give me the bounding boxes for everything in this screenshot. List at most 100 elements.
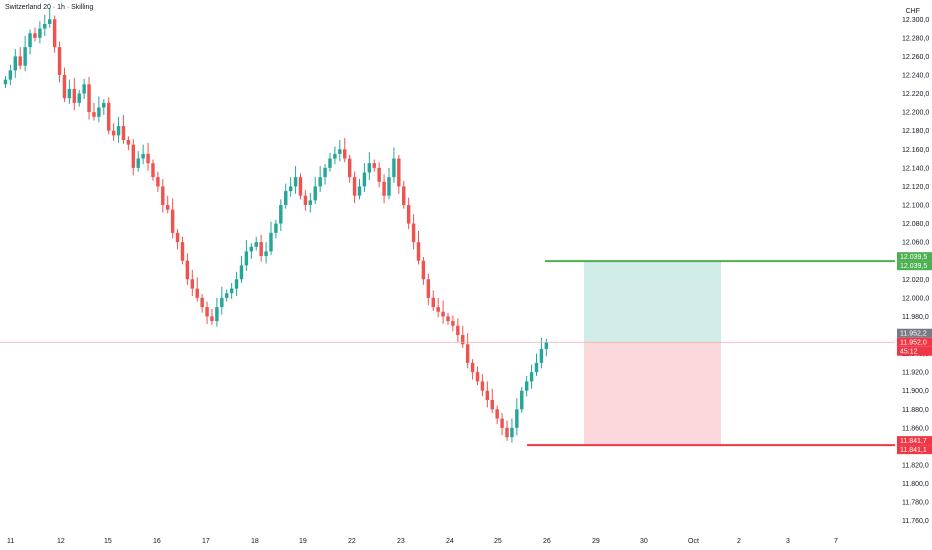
candle-body — [323, 167, 327, 178]
candle-body — [475, 372, 480, 382]
x-tick-label: 24 — [446, 538, 454, 545]
stop-price-label-1: 11.841,7 — [900, 438, 927, 445]
candle-body — [529, 372, 534, 382]
candle-body — [175, 232, 180, 243]
candle-body — [215, 307, 219, 322]
candle-body — [67, 88, 72, 99]
candle-body — [106, 102, 111, 131]
candle-body — [18, 56, 22, 66]
candles — [3, 8, 549, 443]
candle-body — [357, 186, 362, 196]
candle-body — [97, 107, 101, 117]
y-tick-label: 11.880,0 — [902, 407, 929, 414]
candle-body — [485, 390, 490, 400]
candle-body — [126, 140, 131, 145]
candle-body — [269, 232, 273, 252]
candle-body — [318, 177, 322, 187]
y-tick-label: 11.860,0 — [902, 425, 929, 432]
y-tick-label: 12.060,0 — [902, 240, 929, 247]
y-tick-label: 11.820,0 — [902, 463, 929, 470]
candle-body — [13, 56, 18, 71]
candle-body — [229, 288, 234, 294]
candle-body — [333, 153, 337, 159]
candle-body — [264, 251, 268, 257]
x-tick-label: Oct — [688, 538, 699, 545]
candle-body — [293, 177, 298, 187]
entry-price-label-bg — [897, 328, 932, 338]
candle-body — [121, 126, 126, 140]
candle-body — [288, 186, 293, 192]
y-tick-label: 12.020,0 — [902, 277, 929, 284]
candle-body — [200, 297, 204, 308]
candle-body — [111, 130, 116, 136]
y-tick-label: 12.300,0 — [902, 17, 929, 24]
candle-body — [82, 84, 86, 94]
y-tick-label: 12.140,0 — [902, 165, 929, 172]
candle-body — [28, 33, 32, 48]
y-tick-label: 12.280,0 — [902, 35, 929, 42]
candle-body — [57, 47, 62, 75]
candle-body — [308, 200, 313, 205]
candle-body — [77, 93, 81, 103]
x-tick-label: 19 — [299, 538, 307, 545]
x-tick-label: 11 — [7, 538, 14, 545]
candle-body — [136, 158, 140, 168]
candle-body — [470, 362, 475, 373]
profit-zone — [584, 261, 721, 343]
candle-body — [421, 260, 426, 280]
candle-body — [461, 335, 465, 345]
candle-body — [254, 242, 258, 247]
candle-body — [515, 409, 519, 428]
candle-body — [436, 307, 440, 312]
candle-body — [465, 344, 470, 363]
candle-body — [456, 325, 460, 335]
y-tick-label: 12.220,0 — [902, 91, 929, 98]
candle-body — [116, 126, 121, 136]
stop-price-label-2-bg — [897, 445, 932, 455]
position-lines — [0, 260, 895, 447]
candle-body — [195, 288, 199, 298]
x-tick-label: 2 — [737, 538, 741, 545]
y-tick-label: 12.000,0 — [902, 295, 929, 302]
candle-body — [102, 102, 106, 108]
x-tick-label: 17 — [202, 538, 210, 545]
candle-body — [392, 158, 396, 178]
candle-body — [180, 242, 185, 261]
candle-body — [156, 177, 160, 187]
candle-body — [225, 293, 229, 298]
candle-body — [92, 112, 96, 117]
candle-body — [539, 348, 544, 363]
candle-body — [38, 28, 42, 38]
candle-body — [534, 362, 539, 373]
chart-title: Switzerland 20 · 1h · Skilling — [5, 4, 94, 11]
candle-body — [500, 418, 504, 428]
candle-body — [402, 186, 406, 205]
x-tick-label: 26 — [543, 538, 551, 545]
candle-body — [362, 172, 367, 187]
y-tick-label: 11.800,0 — [902, 481, 929, 488]
y-tick-label: 12.200,0 — [902, 110, 929, 117]
candle-body — [72, 88, 77, 103]
y-tick-label: 12.240,0 — [902, 73, 929, 80]
candle-body — [328, 158, 332, 168]
candle-body — [210, 316, 214, 322]
candle-body — [220, 297, 224, 308]
candle-body — [313, 186, 317, 201]
candle-body — [190, 279, 195, 289]
candle-body — [146, 153, 150, 164]
time-axis[interactable]: 11 12 15 16 17 18 19 22 23 24 25 26 29 30 Oct 2 3 7 — [7, 538, 838, 545]
candle-body — [416, 242, 421, 261]
candle-body — [47, 19, 52, 24]
candle-body — [274, 223, 278, 233]
x-tick-label: 12 — [57, 538, 65, 545]
candle-body — [185, 260, 190, 280]
candle-body — [161, 186, 165, 205]
candle-body — [495, 409, 499, 419]
candle-body — [480, 381, 485, 391]
y-tick-label: 12.160,0 — [902, 147, 929, 154]
x-tick-label: 7 — [834, 538, 838, 545]
y-tick-label: 11.920,0 — [902, 370, 929, 377]
candle-body — [411, 223, 416, 243]
entry-price-label: 11.952,2 — [900, 331, 927, 338]
